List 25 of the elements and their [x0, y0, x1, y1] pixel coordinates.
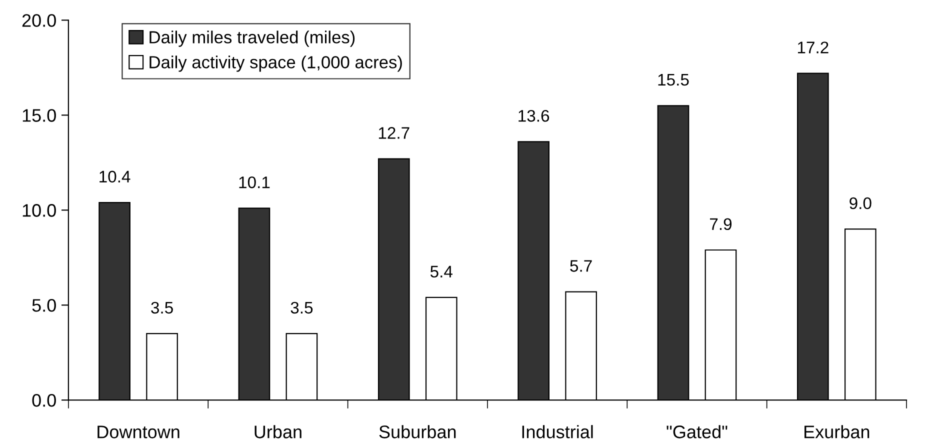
data-label: 5.4 [430, 266, 452, 278]
y-tick-label: 15.0 [22, 109, 56, 122]
x-tick-label: Suburban [379, 425, 456, 438]
y-tick-label: 10.0 [22, 204, 56, 217]
x-tick-label: Urban [254, 425, 302, 438]
data-label: 3.5 [290, 302, 313, 314]
data-label: 10.4 [100, 170, 130, 183]
y-tick-label: 20.0 [22, 14, 56, 27]
x-tick-label: Industrial [522, 425, 593, 438]
y-tick-label: 0.0 [32, 394, 56, 407]
data-label: 9.0 [850, 197, 872, 210]
y-tick-label: 5.0 [32, 299, 56, 312]
data-label: 5.7 [570, 260, 592, 272]
data-label: 7.9 [710, 218, 732, 230]
legend-label: Daily miles traveled (miles) [150, 30, 355, 47]
x-tick-label: Exurban [804, 425, 870, 438]
data-label: 12.7 [378, 127, 410, 139]
data-label: 13.6 [518, 110, 550, 122]
data-label: 10.1 [239, 176, 270, 188]
data-label: 17.2 [798, 42, 828, 54]
x-tick-label: "Gated" [666, 425, 728, 438]
data-label: 15.5 [658, 74, 689, 86]
data-label: 3.5 [151, 302, 173, 314]
legend-label: Daily activity space (1,000 acres) [150, 56, 402, 72]
x-tick-label: Downtown [98, 426, 180, 438]
